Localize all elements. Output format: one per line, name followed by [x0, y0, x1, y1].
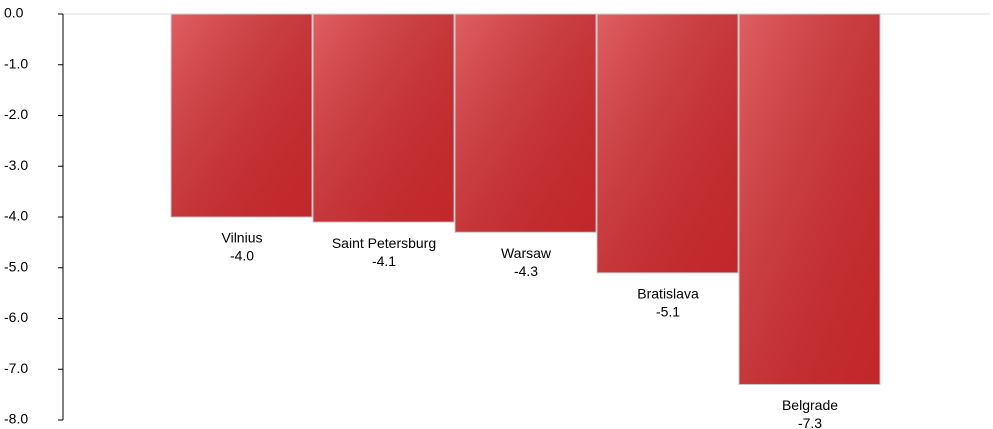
value-label: -4.0 [230, 248, 254, 264]
y-tick-label: -5.0 [4, 258, 28, 274]
category-label: Belgrade [782, 397, 838, 413]
bar-shade [597, 14, 738, 273]
category-label: Saint Petersburg [332, 235, 436, 251]
y-tick-label: 0.0 [4, 5, 24, 21]
y-tick-label: -1.0 [4, 55, 28, 71]
y-tick-label: -8.0 [4, 411, 28, 427]
y-tick-label: -3.0 [4, 157, 28, 173]
y-tick-label: -4.0 [4, 208, 28, 224]
value-label: -5.1 [656, 304, 680, 320]
y-tick-label: -2.0 [4, 106, 28, 122]
value-label: -4.3 [514, 263, 538, 279]
category-label: Vilnius [222, 230, 263, 246]
y-tick-label: -6.0 [4, 309, 28, 325]
value-label: -4.1 [372, 253, 396, 269]
value-label: -7.3 [798, 415, 822, 429]
category-label: Bratislava [637, 286, 699, 302]
bar-shade [455, 14, 596, 233]
bar-shade [313, 14, 454, 223]
y-tick-label: -7.0 [4, 360, 28, 376]
bar-shade [171, 14, 312, 217]
category-label: Warsaw [501, 245, 552, 261]
bar-shade [739, 14, 880, 385]
